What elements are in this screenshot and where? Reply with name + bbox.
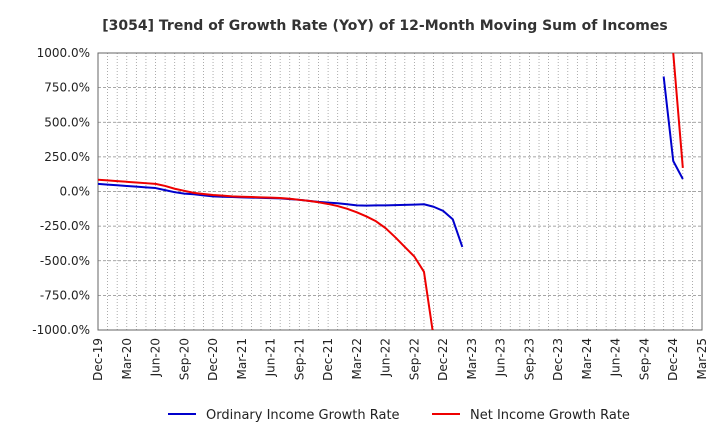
x-tick-label: Dec-20 (206, 338, 220, 381)
x-tick-label: Dec-21 (321, 338, 335, 381)
y-tick-label: 1000.0% (37, 46, 90, 60)
y-tick-label: 250.0% (44, 150, 90, 164)
chart-title: [3054] Trend of Growth Rate (YoY) of 12-… (102, 18, 667, 34)
x-tick-label: Jun-20 (149, 338, 163, 377)
y-tick-label: -250.0% (40, 219, 90, 233)
x-tick-label: Dec-24 (666, 338, 680, 381)
x-tick-label: Dec-23 (551, 338, 565, 381)
y-tick-label: -500.0% (40, 254, 90, 268)
y-tick-label: -1000.0% (32, 323, 90, 337)
x-tick-label: Sep-22 (407, 338, 421, 380)
x-tick-label: Mar-25 (695, 338, 709, 379)
y-tick-label: 500.0% (44, 115, 90, 129)
x-tick-label: Mar-22 (350, 338, 364, 379)
legend-label: Net Income Growth Rate (470, 408, 630, 423)
y-tick-label: 750.0% (44, 81, 90, 95)
x-tick-label: Jun-22 (379, 338, 393, 377)
x-tick-label: Mar-20 (120, 338, 134, 379)
x-tick-label: Mar-23 (465, 338, 479, 379)
x-tick-label: Dec-22 (436, 338, 450, 381)
axis-layer: 1000.0% 750.0% 500.0% 250.0% 0.0% -250.0% -500… (32, 46, 709, 381)
x-tick-label: Jun-21 (264, 338, 278, 377)
plot-frame (97, 52, 703, 331)
series-line-net-income (672, 53, 684, 169)
x-tick-label: Jun-23 (494, 338, 508, 377)
legend-label: Ordinary Income Growth Rate (206, 408, 400, 423)
series-line-net-income (98, 178, 434, 330)
legend: Ordinary Income Growth Rate Net Income Gr… (168, 408, 630, 423)
x-tick-label: Dec-19 (91, 338, 105, 381)
x-tick-label: Sep-23 (522, 338, 536, 380)
x-tick-label: Mar-21 (235, 338, 249, 379)
x-tick-label: Mar-24 (580, 338, 594, 379)
series-line-ordinary-income (662, 76, 684, 180)
y-tick-label: 0.0% (60, 185, 91, 199)
x-tick-label: Jun-24 (609, 338, 623, 377)
x-tick-label: Sep-21 (292, 338, 306, 380)
series-layer (98, 53, 684, 330)
x-tick-label: Sep-24 (637, 338, 651, 380)
y-tick-label: -750.0% (40, 288, 90, 302)
x-tick-label: Sep-20 (177, 338, 191, 380)
